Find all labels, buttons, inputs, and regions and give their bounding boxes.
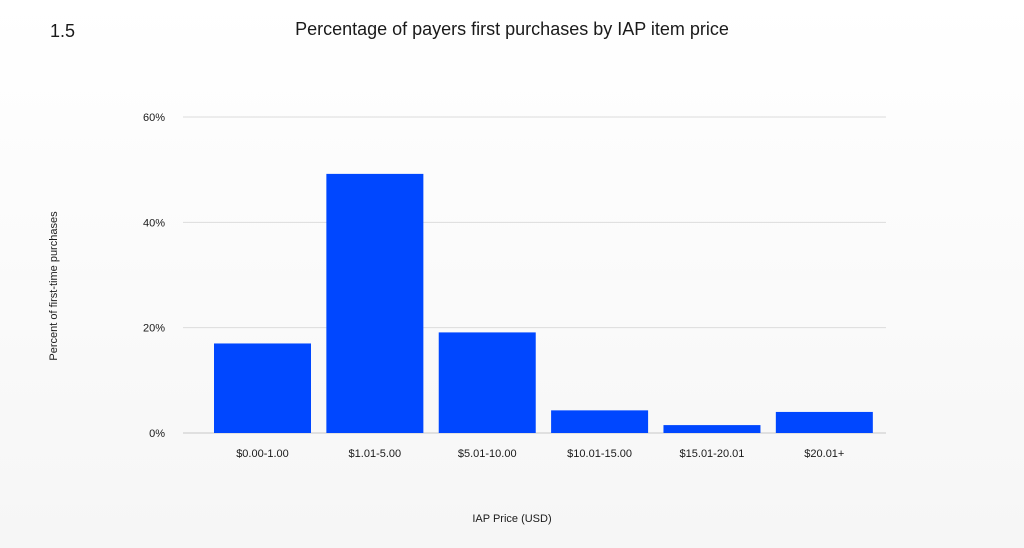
chart-title: Percentage of payers first purchases by …: [295, 19, 729, 39]
y-tick-label: 40%: [143, 217, 165, 229]
y-tick-label: 60%: [143, 112, 165, 124]
slide-number: 1.5: [50, 21, 76, 41]
bar: [214, 343, 311, 433]
x-tick-label: $5.01-10.00: [458, 448, 517, 460]
bars: [214, 173, 873, 433]
x-tick-label: $20.01+: [804, 448, 844, 460]
y-tick-label: 20%: [143, 323, 165, 335]
y-axis-label: Percent of first-time purchases: [48, 211, 60, 361]
x-tick-label: $10.01-15.00: [567, 448, 632, 460]
bar: [775, 411, 873, 433]
x-tick-label: $1.01-5.00: [349, 448, 402, 460]
bar: [663, 425, 761, 433]
bar: [551, 410, 649, 433]
x-axis-label: IAP Price (USD): [472, 513, 552, 525]
bar: [438, 332, 536, 433]
x-tick-label: $0.00-1.00: [236, 448, 289, 460]
y-axis-ticks: 0% 20% 40% 60%: [143, 112, 165, 440]
x-axis-ticks: $0.00-1.00 $1.01-5.00 $5.01-10.00 $10.01-15…: [236, 448, 844, 460]
y-tick-label: 0%: [149, 428, 165, 440]
bar: [326, 173, 424, 433]
x-tick-label: $15.01-20.01: [680, 448, 745, 460]
